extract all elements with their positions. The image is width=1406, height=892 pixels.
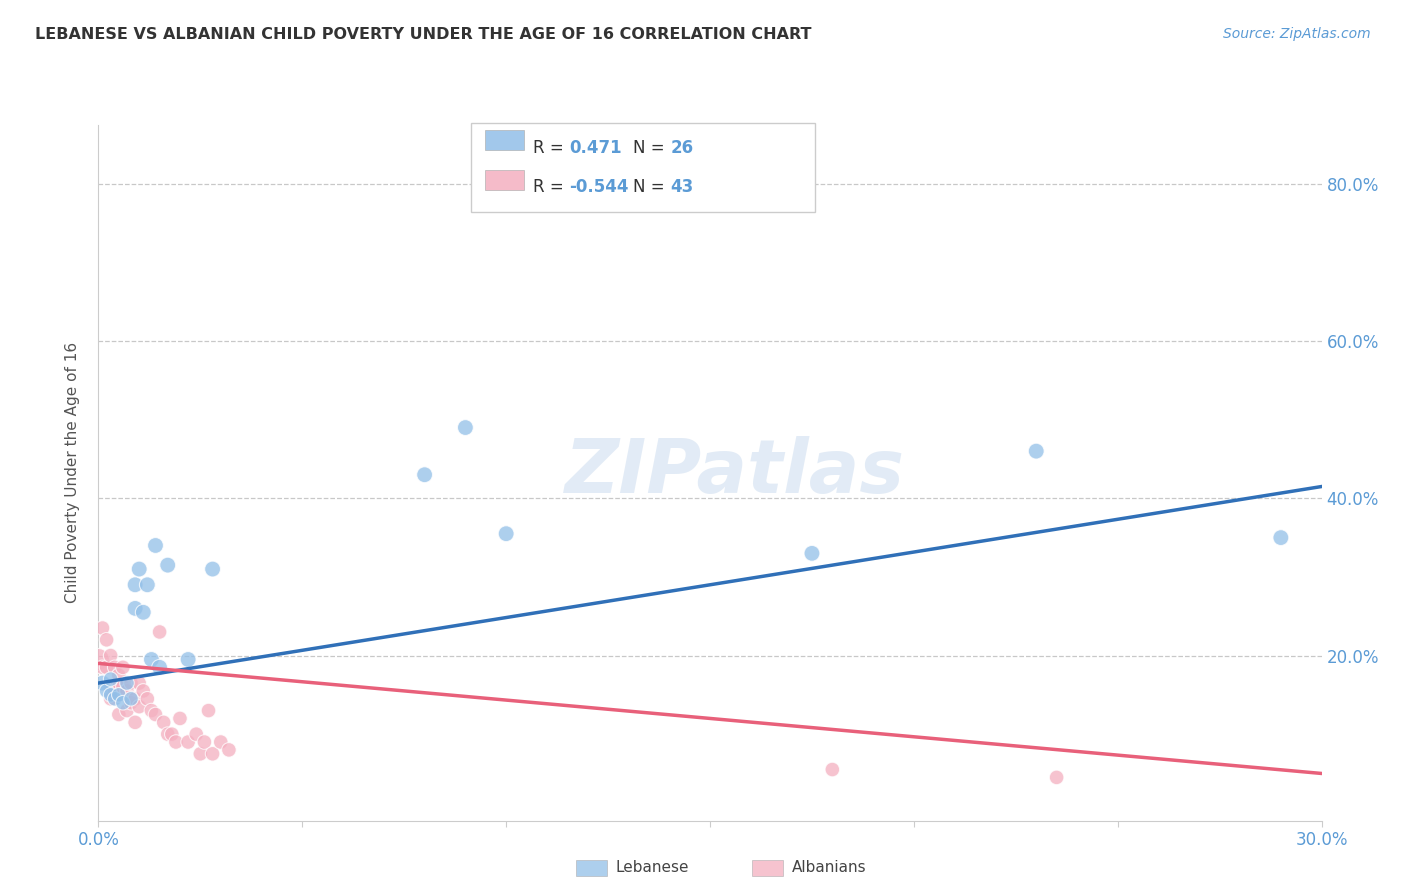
Point	[128, 562, 150, 576]
Point	[120, 691, 142, 706]
Point	[149, 624, 172, 639]
Point	[209, 735, 232, 749]
Point	[197, 704, 219, 718]
Point	[413, 467, 436, 482]
Point	[801, 546, 824, 560]
Point	[128, 699, 150, 714]
Point	[108, 668, 131, 682]
Point	[821, 763, 844, 777]
Point	[100, 672, 122, 686]
Point	[100, 688, 122, 702]
Point	[96, 684, 118, 698]
Point	[218, 743, 240, 757]
Point	[188, 747, 212, 761]
Point	[165, 735, 187, 749]
Point	[108, 688, 131, 702]
Text: R =: R =	[533, 178, 569, 196]
Point	[495, 526, 517, 541]
Point	[201, 562, 224, 576]
Point	[124, 601, 146, 615]
Point	[91, 660, 114, 674]
Point	[108, 707, 131, 722]
Text: ZIPatlas: ZIPatlas	[564, 436, 904, 509]
Point	[104, 684, 127, 698]
Y-axis label: Child Poverty Under the Age of 16: Child Poverty Under the Age of 16	[65, 343, 80, 603]
Point	[115, 684, 138, 698]
Point	[186, 727, 208, 741]
Point	[177, 735, 200, 749]
Text: N =: N =	[633, 178, 669, 196]
Point	[120, 676, 142, 690]
Point	[104, 691, 127, 706]
Point	[149, 660, 172, 674]
Point	[1025, 444, 1047, 458]
Point	[111, 660, 134, 674]
Text: Source: ZipAtlas.com: Source: ZipAtlas.com	[1223, 27, 1371, 41]
Text: 26: 26	[671, 139, 693, 157]
Text: 0.471: 0.471	[569, 139, 621, 157]
Point	[156, 727, 179, 741]
Point	[136, 578, 159, 592]
Point	[111, 680, 134, 694]
Point	[201, 747, 224, 761]
Point	[120, 696, 142, 710]
Text: N =: N =	[633, 139, 669, 157]
Point	[115, 704, 138, 718]
Point	[145, 539, 167, 553]
Point	[1270, 531, 1292, 545]
Point	[108, 680, 131, 694]
Point	[141, 704, 163, 718]
Point	[111, 696, 134, 710]
Text: R =: R =	[533, 139, 569, 157]
Point	[136, 691, 159, 706]
Text: 43: 43	[671, 178, 695, 196]
Point	[91, 676, 114, 690]
Point	[128, 676, 150, 690]
Point	[169, 711, 191, 725]
Point	[454, 420, 477, 434]
Point	[91, 621, 114, 635]
Point	[193, 735, 215, 749]
Text: Lebanese: Lebanese	[616, 860, 689, 874]
Point	[152, 715, 174, 730]
Point	[87, 652, 110, 666]
Text: LEBANESE VS ALBANIAN CHILD POVERTY UNDER THE AGE OF 16 CORRELATION CHART: LEBANESE VS ALBANIAN CHILD POVERTY UNDER…	[35, 27, 811, 42]
Point	[141, 652, 163, 666]
Point	[100, 691, 122, 706]
Point	[145, 707, 167, 722]
Text: -0.544: -0.544	[569, 178, 628, 196]
Point	[115, 676, 138, 690]
Point	[100, 648, 122, 663]
Text: Albanians: Albanians	[792, 860, 866, 874]
Point	[1045, 771, 1069, 785]
Point	[100, 680, 122, 694]
Point	[124, 578, 146, 592]
Point	[132, 684, 155, 698]
Point	[177, 652, 200, 666]
Point	[96, 632, 118, 647]
Point	[124, 691, 146, 706]
Point	[96, 660, 118, 674]
Point	[156, 558, 179, 573]
Point	[160, 727, 183, 741]
Point	[104, 660, 127, 674]
Point	[124, 715, 146, 730]
Point	[132, 605, 155, 619]
